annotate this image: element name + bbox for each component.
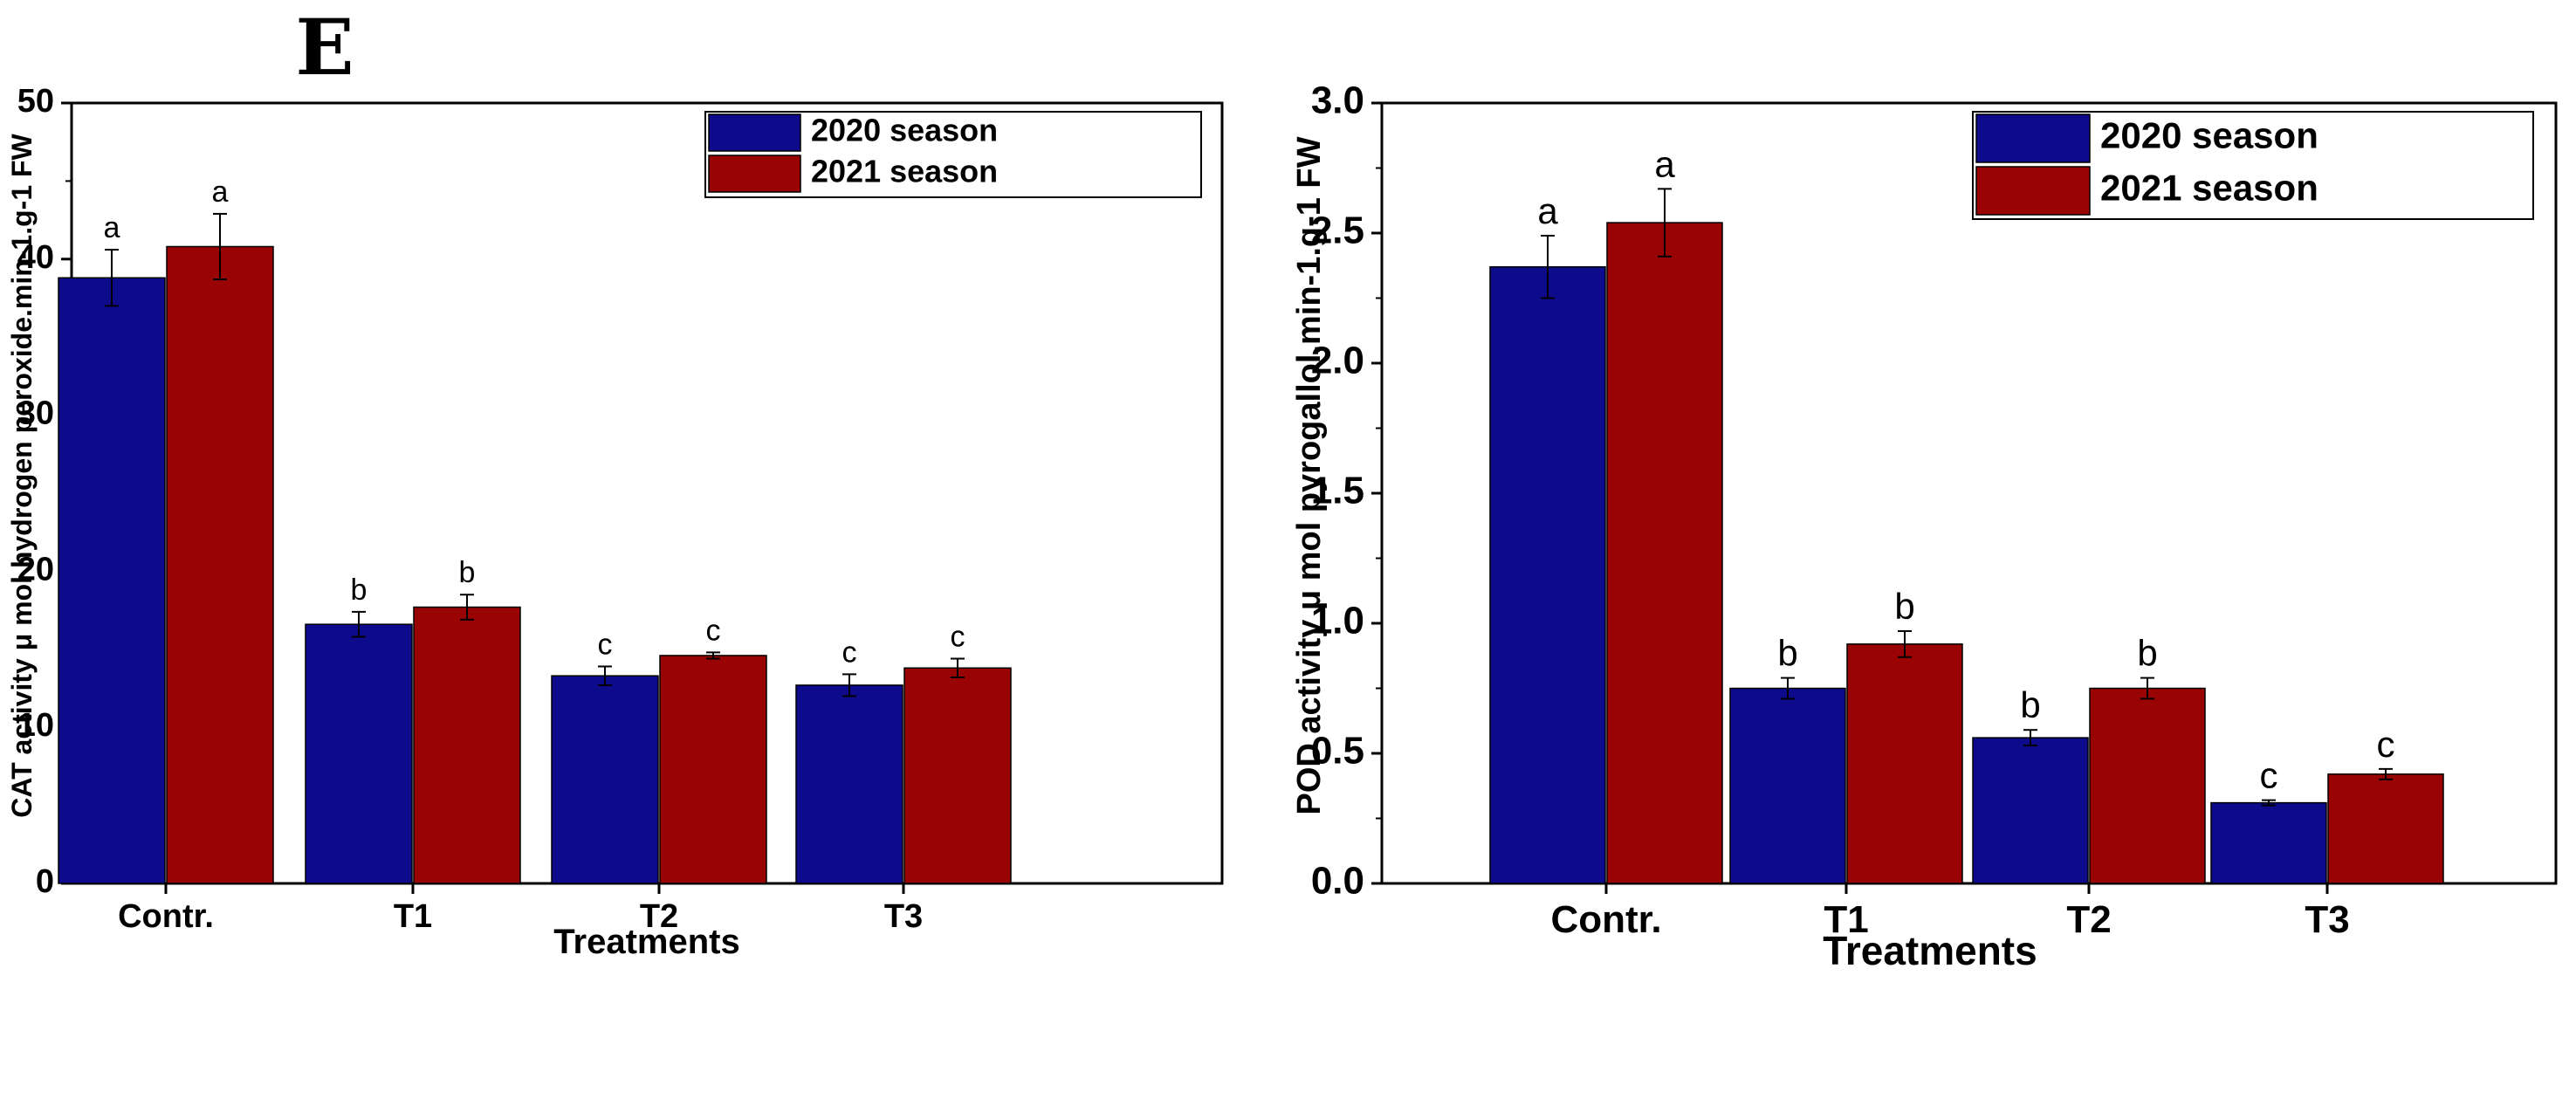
significance-label: a [212, 175, 229, 209]
y-tick-label: 1.0 [1311, 600, 1364, 642]
bar-2021-t3 [2327, 773, 2444, 884]
x-axis-title: Treatments [553, 923, 739, 961]
y-axis-title: POD activity μ mol pyrogallol.min-1.g-1 … [1291, 136, 1328, 814]
panel-letter: E [295, 2, 354, 93]
significance-label: a [1537, 190, 1558, 231]
significance-label: a [104, 211, 120, 244]
y-tick-label: 20 [17, 551, 54, 587]
bar-2020-contr [58, 277, 166, 884]
y-tick-label: 1.5 [1311, 470, 1364, 512]
significance-label: b [459, 556, 476, 589]
bar-2020-t2 [1972, 737, 2089, 884]
significance-label: c [842, 635, 857, 669]
bar-2021-t3 [903, 667, 1012, 884]
bar-2021-t1 [1846, 643, 1963, 884]
y-tick-label: 2.0 [1311, 340, 1364, 382]
significance-label: b [2020, 684, 2040, 725]
significance-label: c [951, 621, 965, 654]
significance-label: a [1654, 143, 1675, 184]
bar-2020-contr [1489, 265, 1606, 884]
pod-activity-chart: F0.00.51.01.52.02.53.0aaContr.bbT1bbT2cc… [1291, 79, 2558, 973]
legend-swatch-2021 [708, 155, 801, 193]
significance-label: b [1894, 586, 1914, 627]
x-tick-label: Contr. [118, 898, 214, 935]
chart-panel-e: E 0 10 20 30 40 50 a a Contr. b b T1 c c T2 c c T3 Treatmen… [0, 0, 1240, 1106]
bar-2021-t1 [413, 606, 521, 884]
significance-label: c [706, 614, 721, 647]
y-tick-label: 2.5 [1311, 210, 1364, 252]
x-tick-label: T2 [640, 898, 678, 935]
x-tick-label: T1 [394, 898, 432, 935]
x-tick-label: T3 [884, 898, 923, 935]
bar-2021-contr [1606, 222, 1723, 884]
legend-label-2021: 2021 season [2100, 168, 2318, 209]
y-tick-label: 50 [17, 83, 54, 120]
x-tick-label: T1 [1824, 898, 1868, 941]
legend-swatch-2021 [1975, 166, 2091, 216]
legend-swatch-2020 [708, 113, 801, 152]
y-tick-label: 40 [17, 239, 54, 276]
y-axis-title: CAT activity μ mol hydrogen peroxide.min… [6, 133, 38, 817]
x-axis-title: Treatments [1823, 928, 2037, 973]
y-tick-label: 3.0 [1311, 79, 1364, 122]
significance-label: c [598, 628, 613, 661]
legend-swatch-2020 [1975, 113, 2091, 163]
bar-2021-contr [166, 245, 274, 884]
significance-label: c [2260, 755, 2278, 796]
y-tick-label: 30 [17, 395, 54, 432]
bar-2020-t1 [1729, 687, 1846, 884]
x-tick-label: T3 [2305, 898, 2349, 941]
legend-label-2020: 2020 season [2100, 115, 2318, 156]
bar-2020-t3 [2210, 801, 2327, 884]
y-tick-label: 0 [36, 863, 54, 900]
legend-label-2020: 2020 season [811, 113, 998, 148]
legend-label-2021: 2021 season [811, 154, 998, 189]
significance-label: c [2377, 724, 2395, 765]
significance-label: b [1777, 633, 1797, 674]
bar-2020-t1 [305, 623, 413, 884]
y-tick-label: 0.0 [1311, 860, 1364, 903]
bar-2021-t2 [659, 655, 767, 884]
bar-2021-t2 [2089, 687, 2206, 884]
significance-label: b [351, 574, 368, 607]
significance-label: b [2137, 633, 2157, 674]
chart-panel-f: F0.00.51.01.52.02.53.0aaContr.bbT1bbT2cc… [1283, 0, 2576, 1106]
y-tick-label: 10 [17, 707, 54, 744]
x-tick-label: T2 [2066, 898, 2111, 941]
y-tick-label: 0.5 [1311, 730, 1364, 773]
bar-2020-t3 [795, 684, 903, 884]
cat-activity-chart: E 0 10 20 30 40 50 a a Contr. b b T1 c c T2 c c T3 Treatmen… [6, 2, 1224, 961]
bar-2020-t2 [551, 675, 659, 884]
x-tick-label: Contr. [1550, 898, 1661, 941]
